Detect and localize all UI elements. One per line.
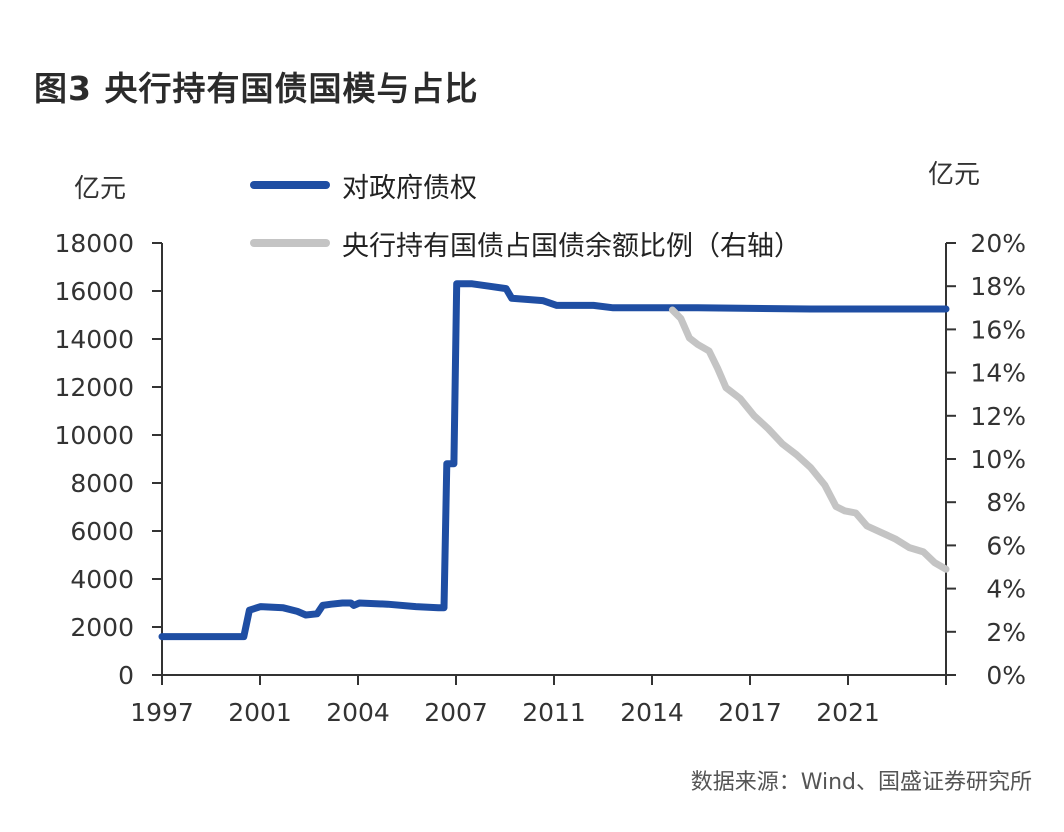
left-tick-label: 8000 <box>70 469 134 498</box>
legend-item-government-claims: 对政府债权 <box>250 156 801 214</box>
x-tick-label: 2004 <box>326 698 390 727</box>
x-tick-label: 2011 <box>522 698 586 727</box>
right-tick-label: 2% <box>986 618 1026 647</box>
left-tick-label: 16000 <box>54 277 134 306</box>
chart-series <box>158 280 950 641</box>
legend-swatch-blue <box>250 181 330 189</box>
left-tick-label: 18000 <box>54 229 134 258</box>
x-tick-label: 2017 <box>718 698 782 727</box>
left-tick-label: 14000 <box>54 325 134 354</box>
right-tick-label: 6% <box>986 531 1026 560</box>
left-axis-unit: 亿元 <box>74 174 127 204</box>
series-line-holding-ratio <box>668 306 950 573</box>
left-tick-label: 6000 <box>70 517 134 546</box>
data-source-note: 数据来源：Wind、国盛证券研究所 <box>690 770 1032 795</box>
legend-label-holding-ratio: 央行持有国债占国债余额比例（右轴） <box>342 230 801 262</box>
left-tick-label: 10000 <box>54 421 134 450</box>
legend-label-government-claims: 对政府债权 <box>342 172 477 204</box>
right-axis-unit: 亿元 <box>928 160 981 190</box>
right-tick-label: 8% <box>986 488 1026 517</box>
series-line-government-claims <box>158 280 950 641</box>
right-tick-label: 18% <box>970 272 1026 301</box>
right-tick-label: 4% <box>986 575 1026 604</box>
left-tick-label: 4000 <box>70 565 134 594</box>
legend-swatch-gray <box>250 239 330 247</box>
x-tick-label: 2001 <box>228 698 292 727</box>
right-tick-label: 0% <box>986 661 1026 690</box>
x-tick-label: 2014 <box>620 698 684 727</box>
left-tick-label: 12000 <box>54 373 134 402</box>
left-tick-label: 2000 <box>70 613 134 642</box>
x-tick-label: 1997 <box>130 698 194 727</box>
right-tick-label: 14% <box>970 359 1026 388</box>
legend-item-holding-ratio: 央行持有国债占国债余额比例（右轴） <box>250 214 801 272</box>
right-tick-label: 12% <box>970 402 1026 431</box>
right-tick-label: 16% <box>970 315 1026 344</box>
x-tick-label: 2021 <box>816 698 880 727</box>
left-tick-label: 0 <box>118 661 134 690</box>
chart-axes: 0 2000 4000 6000 8000 10000 12000 14000 16000 180… <box>54 229 1026 727</box>
figure-title: 图3 央行持有国债国模与占比 <box>34 69 479 108</box>
x-tick-label: 2007 <box>424 698 488 727</box>
right-tick-label: 10% <box>970 445 1026 474</box>
right-tick-label: 20% <box>970 229 1026 258</box>
chart-legend: 对政府债权 央行持有国债占国债余额比例（右轴） <box>250 156 801 272</box>
